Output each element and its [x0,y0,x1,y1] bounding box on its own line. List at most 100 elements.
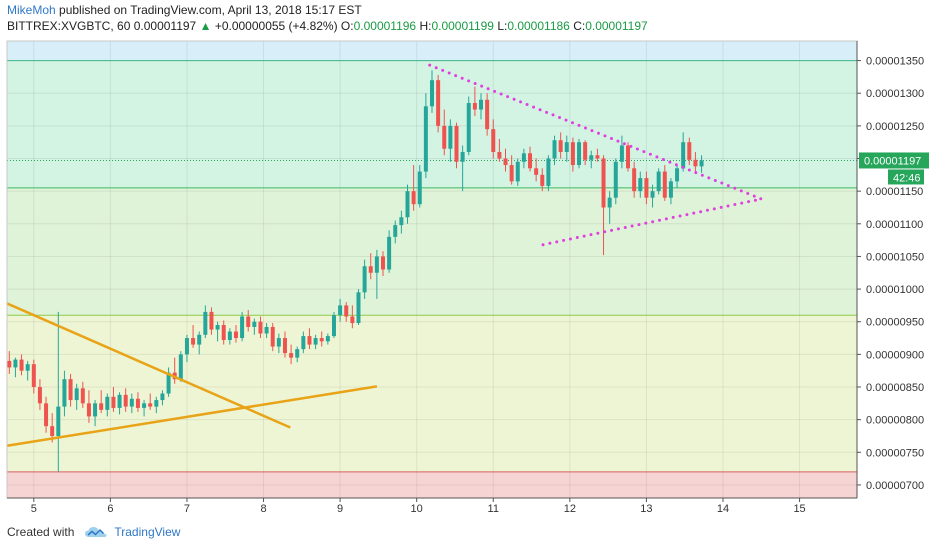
candle-body [540,174,545,186]
candle-body [142,403,147,408]
candle-body [166,372,171,394]
candle-body [515,161,520,182]
candle-body [74,388,79,401]
candle-body [619,145,624,162]
candle-body [93,403,98,417]
candle-body [270,326,275,347]
candle-body [368,266,373,273]
candle-body [380,256,385,270]
price-zone [7,187,857,316]
candle-body [25,364,30,371]
candle-body [374,256,379,273]
candle-body [564,142,569,152]
candle-body [68,379,73,401]
tradingview-link[interactable]: TradingView [114,525,181,539]
candle-body [295,349,300,358]
candle-body [393,225,398,237]
candle-body [289,353,294,358]
candle-body [319,338,324,342]
candle-body [681,142,686,169]
price-tick-label: 0.00000900 [866,349,924,361]
candle-body [644,178,649,198]
time-tick-label: 8 [260,503,266,515]
candle-body [221,324,226,341]
candle-body [307,336,312,345]
candle-body [50,426,55,436]
price-chart[interactable]: 0.00000700 0.00000750 0.00000800 0.00000850… [0,0,932,520]
candle-body [80,388,85,404]
price-zone [7,41,857,61]
candle-body [356,292,361,324]
candle-body [331,315,336,337]
candle-body [123,394,128,407]
triangle-pattern-line[interactable] [541,197,763,247]
candle-body [344,305,349,317]
candle-body [19,359,24,371]
high-value: 0.00001199 [431,19,494,33]
candle-body [552,140,557,159]
candle-body [111,396,116,408]
candle-body [417,171,422,205]
price-tick-label: 0.00000700 [866,480,924,492]
time-tick-label: 10 [411,503,423,515]
candle-body [129,398,134,407]
close-value: 0.00001197 [585,19,648,33]
candle-body [13,359,18,368]
candle-body [258,321,263,334]
candle-body [656,171,661,192]
time-tick-label: 9 [337,503,343,515]
candle-body [448,125,453,149]
ohlc-header: BITTREX:XVGBTC, 60 0.00001197 ▲ +0.00000… [7,19,648,33]
publish-header: MikeMoh published on TradingView.com, Ap… [7,3,362,17]
trendline[interactable] [6,385,378,448]
candle-body [203,311,208,335]
time-tick-label: 6 [107,503,113,515]
price-tick-label: 0.00001050 [866,251,924,263]
candle-body [601,158,606,208]
change-value: +0.00000055 (+4.82%) [214,19,338,33]
candle-body [399,217,404,226]
candle-body [313,338,318,345]
price-zone [7,471,857,498]
time-tick-label: 14 [717,503,729,515]
close-label: C: [573,19,586,33]
candle-body [589,155,594,160]
candle-body [62,379,67,407]
time-tick-label: 13 [640,503,652,515]
candle-body [44,403,49,427]
time-tick-label: 7 [184,503,190,515]
candle-body [491,129,496,152]
candle-body [387,236,392,270]
symbol-label: BITTREX:XVGBTC, 60 [7,19,131,33]
author-link[interactable]: MikeMoh [7,3,56,17]
candle-body [668,181,673,198]
countdown-badge [888,169,924,185]
candle-body [577,142,582,166]
candle-body [99,403,104,410]
candle-body [423,106,428,172]
open-label: O: [340,19,354,33]
candle-body [693,159,698,167]
up-arrow-icon: ▲ [199,19,212,33]
candle-body [442,125,447,149]
candle-body [56,406,61,436]
candle-body [31,364,36,388]
candle-body [105,396,110,410]
candle-body [626,145,631,169]
candle-body [184,338,189,355]
price-tick-label: 0.00001150 [866,186,923,198]
time-tick-label: 11 [488,503,499,515]
candle-body [411,191,416,205]
price-zone [7,315,857,472]
candle-body [362,266,367,293]
published-info: published on TradingView.com, April 13, … [59,3,362,17]
candle-body [472,103,477,110]
candle-body [509,165,514,182]
candle-body [338,305,343,316]
candle-body [687,142,692,160]
price-tick-label: 0.00000750 [866,447,924,459]
footer: Created with TradingView [7,525,180,539]
candle-body [197,334,202,345]
candle-body [454,125,459,162]
candle-body [650,191,655,198]
